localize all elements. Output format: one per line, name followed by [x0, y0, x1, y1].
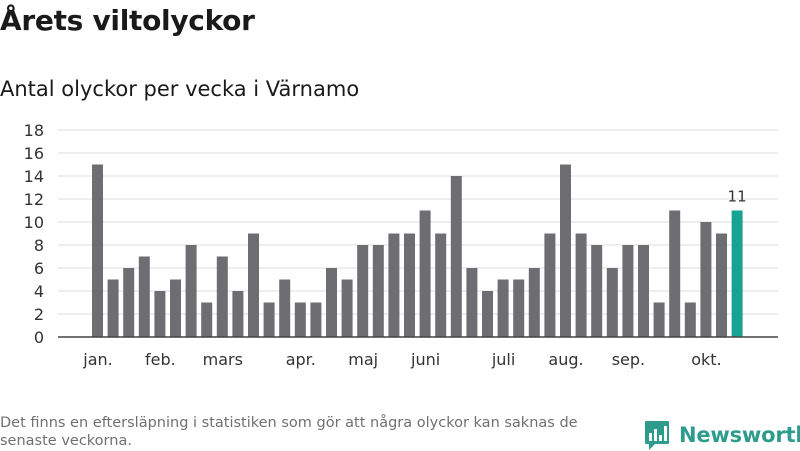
x-month-label: okt. [691, 350, 721, 369]
brand-name: Newsworthy [679, 423, 800, 447]
bar [216, 256, 228, 337]
y-tick-label: 14 [24, 167, 44, 186]
bar [185, 245, 197, 337]
y-tick-label: 2 [34, 305, 44, 324]
brand-logo[interactable]: Newsworthy [644, 419, 800, 451]
highlight-value-label: 11 [728, 188, 747, 206]
bar [326, 268, 337, 337]
bar [310, 302, 322, 337]
chart-subtitle: Antal olyckor per vecka i Värnamo [0, 77, 360, 101]
x-month-label: apr. [286, 350, 316, 369]
bar [638, 245, 649, 337]
bar [669, 210, 681, 337]
bar [622, 245, 634, 337]
bar [279, 279, 291, 337]
y-tick-label: 4 [34, 282, 44, 301]
bar [466, 268, 478, 337]
bar-chart: 0 2 4 6 8 10 12 14 16 18 11 jan. feb. mars apr. maj juni… [24, 121, 778, 369]
y-tick-label: 16 [24, 144, 44, 163]
bar [201, 302, 213, 337]
y-tick-label: 8 [34, 236, 44, 255]
bar [591, 245, 603, 337]
x-month-label: sep. [612, 350, 645, 369]
bar [263, 302, 275, 337]
bar [107, 279, 119, 337]
bar [232, 291, 244, 337]
bar [528, 268, 540, 337]
bar [716, 233, 727, 337]
bar [435, 233, 447, 337]
bar [700, 222, 712, 337]
bar [294, 302, 306, 337]
bar [513, 279, 525, 337]
x-month-label: juni [410, 350, 440, 369]
bar [684, 302, 696, 337]
bar [372, 245, 384, 337]
y-tick-label: 0 [34, 328, 44, 347]
bar [170, 279, 181, 337]
bar [357, 245, 369, 337]
y-tick-label: 12 [24, 190, 44, 209]
y-tick-label: 18 [24, 121, 44, 140]
bar [653, 302, 665, 337]
bar [419, 210, 431, 337]
y-tick-label: 6 [34, 259, 44, 278]
bar [560, 164, 571, 337]
bar [123, 268, 135, 337]
bar [154, 291, 166, 337]
bar [404, 233, 415, 337]
x-month-label: maj [348, 350, 378, 369]
x-month-label: juli [491, 350, 515, 369]
bar [544, 233, 556, 337]
y-tick-label: 10 [24, 213, 44, 232]
x-month-label: mars [203, 350, 243, 369]
bar [575, 233, 587, 337]
bar [450, 176, 462, 337]
bar [482, 291, 493, 337]
newsworthy-logo-icon [645, 421, 669, 450]
bar [248, 233, 259, 337]
footnote: Det finns en eftersläpning i statistiken… [0, 415, 578, 449]
bar [341, 279, 353, 337]
x-month-label: jan. [82, 350, 112, 369]
x-month-label: aug. [548, 350, 583, 369]
bar [388, 233, 400, 337]
bar [92, 164, 103, 337]
bar [138, 256, 150, 337]
bar [606, 268, 618, 337]
bar [497, 279, 509, 337]
x-month-label: feb. [145, 350, 176, 369]
chart-title: Årets viltolyckor [0, 4, 255, 37]
bar-highlight [731, 210, 743, 337]
